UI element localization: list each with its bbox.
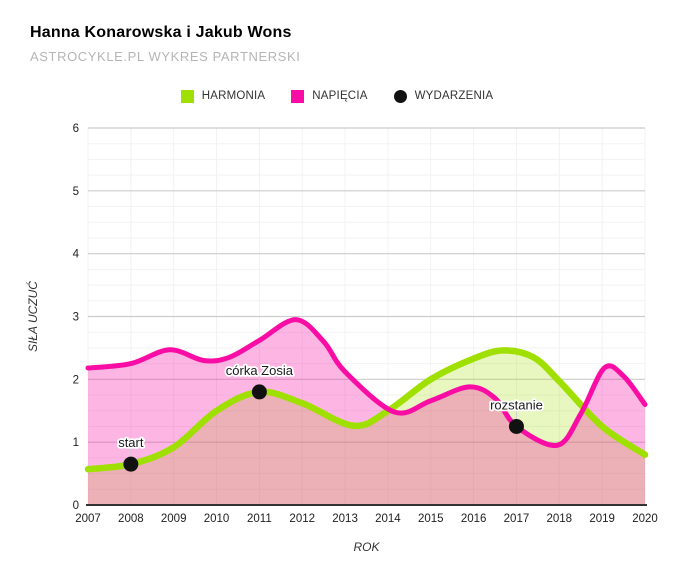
x-tick-label: 2019 <box>589 513 615 525</box>
event-dot <box>508 418 524 434</box>
x-tick-label: 2012 <box>289 513 315 525</box>
x-tick-label: 2013 <box>332 513 358 525</box>
napicia-area <box>88 319 645 505</box>
event-dot <box>251 384 267 400</box>
y-tick-label: 5 <box>73 186 79 198</box>
x-tick-label: 2014 <box>375 513 401 525</box>
y-tick-label: 2 <box>73 374 79 386</box>
y-tick-label: 1 <box>73 437 79 449</box>
legend-circle-icon <box>393 89 407 103</box>
x-axis-title: ROK <box>353 540 380 554</box>
x-tick-label: 2008 <box>118 513 144 525</box>
event-label: start <box>118 435 144 450</box>
event-dot <box>123 456 139 472</box>
x-tick-label: 2017 <box>504 513 530 525</box>
x-tick-label: 2009 <box>161 513 187 525</box>
page-subtitle: ASTROCYKLE.PL WYKRES PARTNERSKI <box>30 49 301 64</box>
y-tick-label: 3 <box>73 312 79 324</box>
x-tick-label: 2007 <box>75 513 101 525</box>
x-tick-label: 2011 <box>247 513 272 525</box>
legend-label: WYDARZENIA <box>414 90 494 102</box>
legend-item-napięcia: NAPIĘCIA <box>291 89 368 103</box>
chart-legend: HARMONIA NAPIĘCIA WYDARZENIA <box>0 87 674 105</box>
y-tick-label: 6 <box>73 123 79 135</box>
y-axis-title: SIŁA UCZUĆ <box>25 281 40 352</box>
legend-item-harmonia: HARMONIA <box>180 89 266 103</box>
event-label: rozstanie <box>490 397 543 412</box>
x-tick-label: 2018 <box>547 513 573 525</box>
legend-square-icon <box>291 89 305 103</box>
legend-item-wydarzenia: WYDARZENIA <box>393 89 494 103</box>
y-tick-label: 4 <box>73 249 80 261</box>
page-title: Hanna Konarowska i Jakub Wons <box>30 24 292 41</box>
napicia-line <box>85 317 648 448</box>
harmonia-area <box>88 350 645 505</box>
event-label: córka Zosia <box>226 363 294 378</box>
legend-label: HARMONIA <box>201 90 266 102</box>
y-tick-label: 0 <box>73 500 79 512</box>
x-tick-label: 2010 <box>204 513 230 525</box>
legend-label: NAPIĘCIA <box>312 90 368 102</box>
x-tick-label: 2016 <box>461 513 487 525</box>
x-tick-label: 2015 <box>418 513 444 525</box>
chart-header: Hanna Konarowska i Jakub Wons ASTROCYKLE… <box>30 24 300 64</box>
legend-square-icon <box>180 89 194 103</box>
x-tick-label: 2020 <box>632 513 658 525</box>
